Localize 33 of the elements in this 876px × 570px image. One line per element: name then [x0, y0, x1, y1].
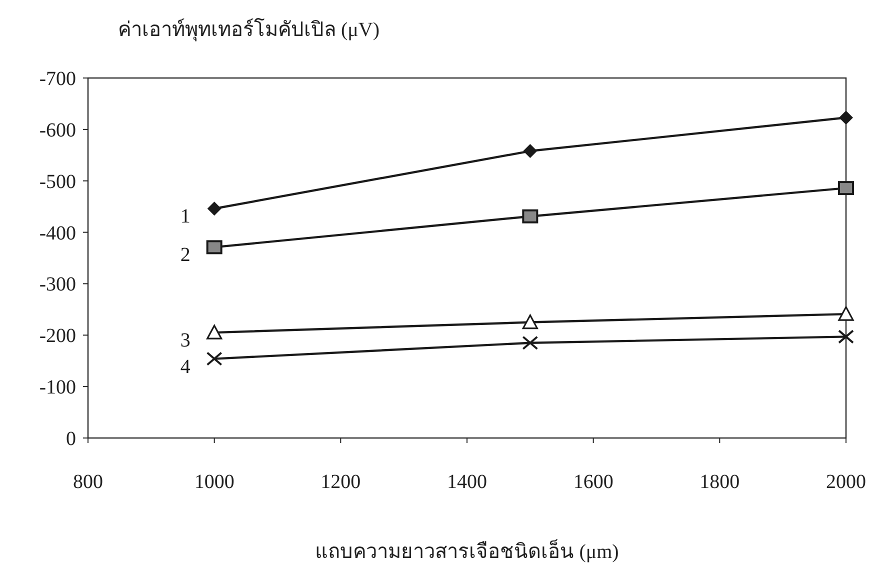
y-tick-label: -500 — [39, 170, 76, 193]
series-label: 2 — [180, 244, 190, 266]
point — [523, 144, 538, 158]
x-tick-label: 1600 — [573, 471, 614, 493]
point — [838, 181, 854, 196]
x-tick-label: 1000 — [194, 471, 234, 493]
point — [838, 306, 854, 321]
point — [522, 336, 538, 350]
x-tick-label: 2000 — [826, 471, 866, 493]
x-tick-label: 1200 — [320, 471, 361, 493]
point — [839, 110, 853, 125]
y-tick-label: -700 — [39, 68, 76, 90]
point — [838, 330, 854, 344]
x-tick-label: 1800 — [700, 471, 740, 493]
x-axis-title: แถบความยาวสารเจือชนิดเอ็น (μm) — [315, 538, 619, 563]
y-axis-title: ค่าเอาท์พุทเทอร์โมคัปเปิล (μV) — [118, 18, 380, 42]
y-tick-label: -400 — [39, 222, 76, 244]
point — [207, 202, 222, 216]
y-tick-label: 0 — [66, 428, 76, 450]
point — [522, 314, 538, 330]
y-tick-label: -100 — [39, 376, 76, 399]
x-tick-label: 1400 — [447, 471, 487, 493]
series-label: 4 — [180, 356, 190, 378]
y-tick-label: -200 — [39, 325, 76, 348]
y-tick-label: -600 — [39, 119, 76, 142]
point — [206, 240, 222, 254]
series-label: 3 — [180, 330, 190, 352]
point — [206, 352, 222, 366]
x-tick-label: 800 — [73, 471, 103, 493]
series-label: 1 — [180, 206, 190, 228]
point — [522, 209, 538, 224]
point — [206, 324, 222, 340]
y-tick-label: -300 — [39, 274, 76, 296]
